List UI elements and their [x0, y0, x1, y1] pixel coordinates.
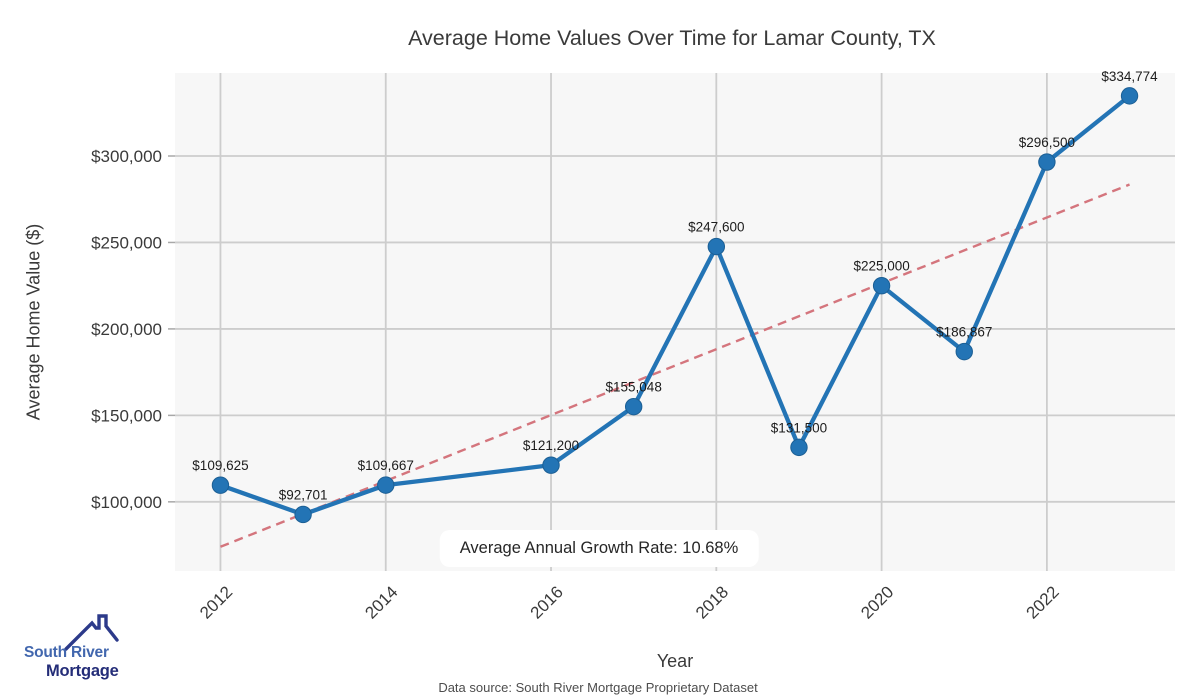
growth-rate-annotation: Average Annual Growth Rate: 10.68% — [439, 530, 759, 567]
x-tick-label: 2020 — [857, 582, 897, 622]
data-point[interactable] — [294, 505, 312, 524]
x-axis-title: Year — [656, 651, 694, 671]
point-value-label: $225,000 — [853, 259, 909, 274]
y-tick-label: $300,000 — [91, 147, 162, 166]
data-point[interactable] — [707, 237, 726, 256]
x-tick-label: 2018 — [692, 582, 732, 622]
point-value-label: $296,500 — [1019, 135, 1075, 150]
x-tick-label: 2012 — [196, 582, 236, 622]
y-tick-label: $150,000 — [91, 406, 162, 425]
data-point[interactable] — [624, 397, 643, 416]
point-value-label: $247,600 — [688, 220, 744, 235]
data-point[interactable] — [1120, 87, 1139, 105]
data-point[interactable] — [1038, 153, 1056, 171]
x-tick-label: 2022 — [1023, 582, 1063, 622]
house-roof-icon — [64, 614, 119, 651]
x-tick-label: 2014 — [361, 582, 401, 622]
y-tick-label: $250,000 — [91, 233, 162, 252]
data-point[interactable] — [377, 476, 395, 494]
point-value-label: $109,667 — [358, 458, 414, 473]
chart-title: Average Home Values Over Time for Lamar … — [408, 26, 936, 50]
logo-text-mortgage: Mortgage — [46, 662, 119, 680]
point-value-label: $131,500 — [771, 420, 827, 435]
data-point[interactable] — [955, 342, 973, 361]
data-point[interactable] — [542, 456, 560, 474]
point-value-label: $92,701 — [279, 487, 328, 502]
data-point[interactable] — [872, 276, 891, 295]
data-source-note: Data source: South River Mortgage Propri… — [438, 680, 758, 695]
point-value-label: $155,048 — [606, 380, 662, 395]
data-point[interactable] — [790, 438, 808, 457]
point-value-label: $334,774 — [1101, 69, 1158, 84]
company-logo: South River Mortgage — [18, 608, 148, 692]
point-value-label: $109,625 — [192, 458, 248, 473]
trend-line — [220, 183, 1130, 548]
x-tick-label: 2016 — [527, 582, 567, 622]
point-value-label: $121,200 — [523, 438, 579, 453]
y-tick-label: $200,000 — [91, 320, 162, 339]
point-value-label: $186,867 — [936, 325, 992, 340]
data-point[interactable] — [211, 476, 230, 494]
y-tick-label: $100,000 — [91, 493, 162, 512]
logo-text-south-river: South River — [24, 644, 109, 661]
y-axis-title: Average Home Value ($) — [23, 223, 44, 421]
